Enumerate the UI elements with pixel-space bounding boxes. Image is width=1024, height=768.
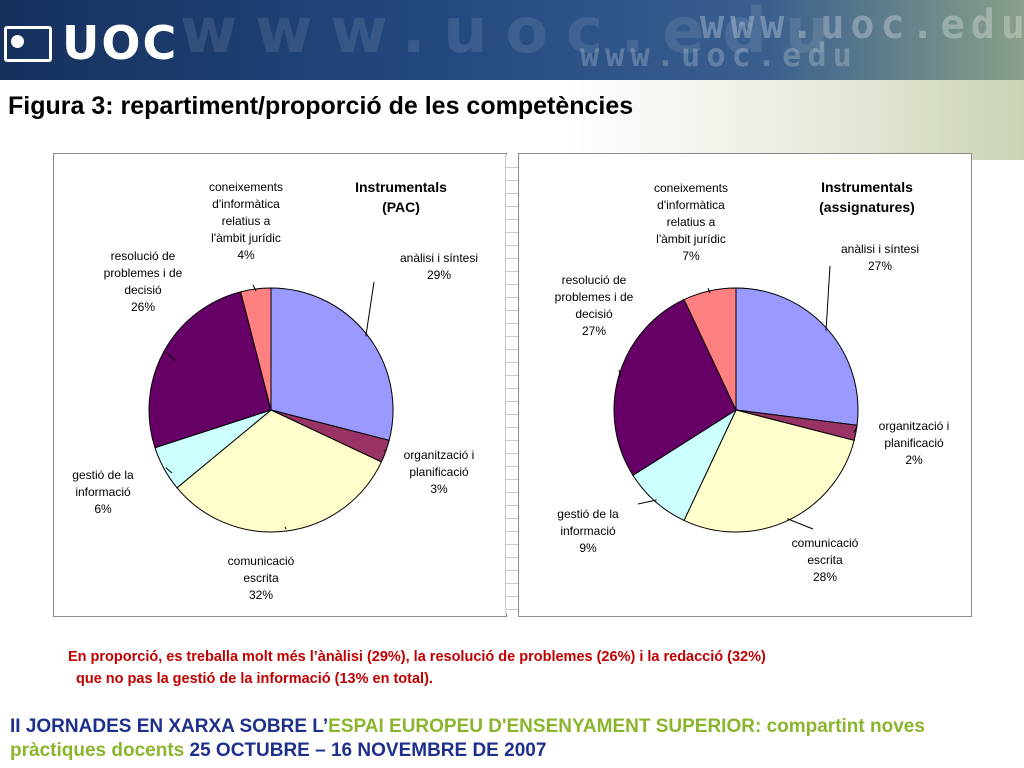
slice-label: escrita [807,553,843,567]
note-line-2: que no pas la gestió de la informació (1… [76,671,433,687]
footer-part-4: 25 OCTUBRE – 16 NOVEMBRE DE 2007 [189,740,547,761]
slice-value-label: 9% [579,541,597,555]
footer-part-1: II JORNADES EN XARXA SOBRE L’ [10,716,329,737]
slice-label: comunicació [792,536,859,550]
chart-panel-assignatures: anàlisi i síntesi 27% organització i planif… [518,153,972,617]
leader-line-resolucio [618,369,622,377]
slice-label: gestió de la [557,507,619,521]
slice-value-label: 28% [813,570,837,584]
slice-label: organització i [404,448,475,462]
slice-label: l'àmbit jurídic [656,232,726,246]
leader-line-comunicacio [284,526,287,530]
uoc-logo: UOC [4,12,176,70]
slice-label: d'informàtica [657,198,725,212]
leader-line-gestio [637,499,657,505]
pie-slice-comunicacio [683,409,855,533]
chart-panel-pac: anàlisi i síntesi 29% organització i planif… [53,153,507,617]
slice-label: coneixements [654,181,728,195]
footer-part-2: ESPAI EUROPEU D'ENSENYAMENT SUPERIOR: co… [328,716,925,737]
pie-slice-analisi [270,287,394,441]
leader-line-coneixements [252,284,257,292]
slice-label: comunicació [228,554,295,568]
slice-value-label: 7% [682,249,700,263]
pie-slice-coneixements [240,287,272,411]
chart-title: (PAC) [382,199,420,215]
chart-title: (assignatures) [819,199,915,215]
slice-label: relatius a [667,215,716,229]
pie-chart-assignatures: anàlisi i síntesi 27% organització i planif… [555,179,950,584]
slice-value-label: 32% [249,588,273,602]
slice-label: organització i [879,419,950,433]
slice-label: l'àmbit jurídic [211,231,281,245]
slice-label: escrita [243,571,279,585]
slice-label: decisió [124,283,162,297]
slice-label: planificació [409,465,469,479]
leader-line-comunicacio [786,518,814,530]
footer-line-2: pràctiques docents 25 OCTUBRE – 16 NOVEM… [10,740,546,762]
leader-line-coneixements [707,287,711,294]
slice-value-label: 2% [905,453,923,467]
leader-line-gestio [165,467,173,474]
slice-label: anàlisi i síntesi [400,251,478,265]
chart-title: Instrumentals [355,179,447,195]
slice-label: coneixements [209,180,283,194]
slice-label: d'informàtica [212,197,280,211]
pie-slice-resolucio [613,298,737,477]
slice-label: relatius a [222,214,271,228]
leader-line-resolucio [165,351,177,362]
slice-label: resolució de [111,249,176,263]
slice-value-label: 27% [582,324,606,338]
chart-title: Instrumentals [821,179,913,195]
leader-line-analisi [825,265,831,331]
leader-line-organitzacio [853,426,858,433]
slice-label: planificació [884,436,944,450]
uoc-logo-text: UOC [62,16,179,70]
banner-watermark: www.uoc.edu [180,0,848,67]
header-banner: www.uoc.edu www.uoc.edu www.uoc.edu UOC [0,0,1024,80]
slice-label: problemes i de [104,266,183,280]
slide-title: Figura 3: repartiment/proporció de les c… [8,92,634,120]
banner-watermark-right: www.uoc.edu [700,2,1024,48]
uoc-logo-mark-icon [4,26,52,62]
pie-slice-resolucio [148,291,272,449]
slice-value-label: 4% [237,248,255,262]
banner-watermark-lower: www.uoc.edu [580,36,858,74]
slice-value-label: 26% [131,300,155,314]
slice-value-label: 6% [94,502,112,516]
footer-line-1: II JORNADES EN XARXA SOBRE L’ESPAI EUROP… [10,716,925,738]
slice-label: problemes i de [555,290,634,304]
slice-label: gestió de la [72,468,134,482]
pie-slice-comunicacio [176,409,383,533]
header-fade [0,80,1024,160]
pie-slice-analisi [735,287,859,426]
slice-value-label: 29% [427,268,451,282]
slice-value-label: 27% [868,259,892,273]
slice-value-label: 3% [430,482,448,496]
pie-chart-pac: anàlisi i síntesi 29% organització i planif… [72,179,478,602]
slice-label: informació [560,524,616,538]
slice-label: anàlisi i síntesi [841,242,919,256]
leader-line-analisi [365,281,375,337]
slice-label: informació [75,485,131,499]
note-line-1: En proporció, es treballa molt més l’ànà… [68,649,766,665]
slice-label: resolució de [562,273,627,287]
slice-label: decisió [575,307,613,321]
footer-part-3: pràctiques docents [10,740,190,761]
